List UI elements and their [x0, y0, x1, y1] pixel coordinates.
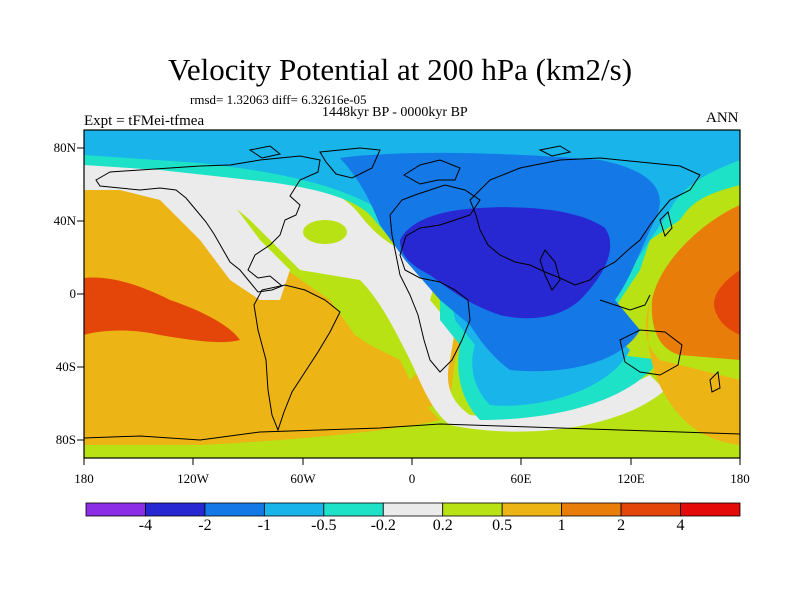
colorbar-box — [382, 502, 444, 517]
y-tick-label: 0 — [69, 286, 77, 301]
y-tick-label: 40N — [53, 213, 76, 228]
colorbar-level-label: -0.2 — [370, 517, 396, 534]
map-title: Velocity Potential at 200 hPa (km2/s) — [167, 52, 633, 87]
colorbar-box — [620, 502, 681, 517]
colorbar-level-label: -1 — [257, 517, 272, 534]
colorbar-level-label: 0.5 — [492, 517, 513, 534]
x-tick-label: 0 — [408, 471, 416, 486]
x-tick-label: 180 — [74, 471, 94, 486]
stats-line: rmsd= 1.32063 diff= 6.32616e-05 — [190, 92, 367, 107]
contour-gold-band — [84, 330, 440, 445]
contour-warm-pool-gold — [645, 290, 740, 445]
x-tick-label: 120E — [617, 471, 645, 486]
axis-ticks — [77, 147, 741, 465]
colorbar-box — [263, 502, 325, 517]
colorbar-box — [501, 502, 563, 517]
coastlines — [84, 145, 740, 441]
colorbar-box — [561, 502, 622, 517]
colorbar-level-label: 0.2 — [432, 517, 453, 534]
colorbar-level-label: 4 — [676, 517, 685, 534]
subtitle: 1448kyr BP - 0000kyr BP — [322, 105, 468, 120]
colorbar-box — [680, 502, 741, 517]
experiment-label: Expt = tFMei-tfmea — [84, 113, 205, 129]
colorbar-box — [204, 502, 265, 517]
colorbar-box — [85, 502, 146, 517]
contour-neutral-band — [84, 160, 290, 300]
colorbar-box — [145, 502, 206, 517]
contour-darkblue-core — [400, 207, 611, 319]
colorbar-level-label: -0.5 — [311, 517, 337, 534]
colorbar-level-label: 1 — [557, 517, 566, 534]
y-tick-label: 80S — [55, 432, 76, 447]
season-label: ANN — [706, 110, 739, 126]
x-tick-label: 180 — [730, 471, 750, 486]
y-tick-label: 40S — [55, 359, 76, 374]
x-tick-label: 120W — [177, 471, 209, 486]
colorbar-level-label: 2 — [617, 517, 626, 534]
x-tick-label: 60W — [290, 471, 316, 486]
y-tick-label: 80N — [53, 140, 76, 155]
colorbar-box — [442, 502, 503, 517]
x-tick-label: 60E — [510, 471, 532, 486]
colorbar-box — [323, 502, 384, 517]
colorbar-boxes — [85, 502, 741, 517]
colorbar-level-label: -4 — [138, 517, 153, 534]
colorbar-level-label: -2 — [198, 517, 212, 534]
contour-green-blob — [303, 220, 347, 244]
contour-warm-pool-orange — [651, 205, 740, 360]
contour-red-pacific — [84, 277, 240, 343]
contour-warm-pool-red — [714, 270, 740, 335]
contour-field — [84, 130, 740, 458]
